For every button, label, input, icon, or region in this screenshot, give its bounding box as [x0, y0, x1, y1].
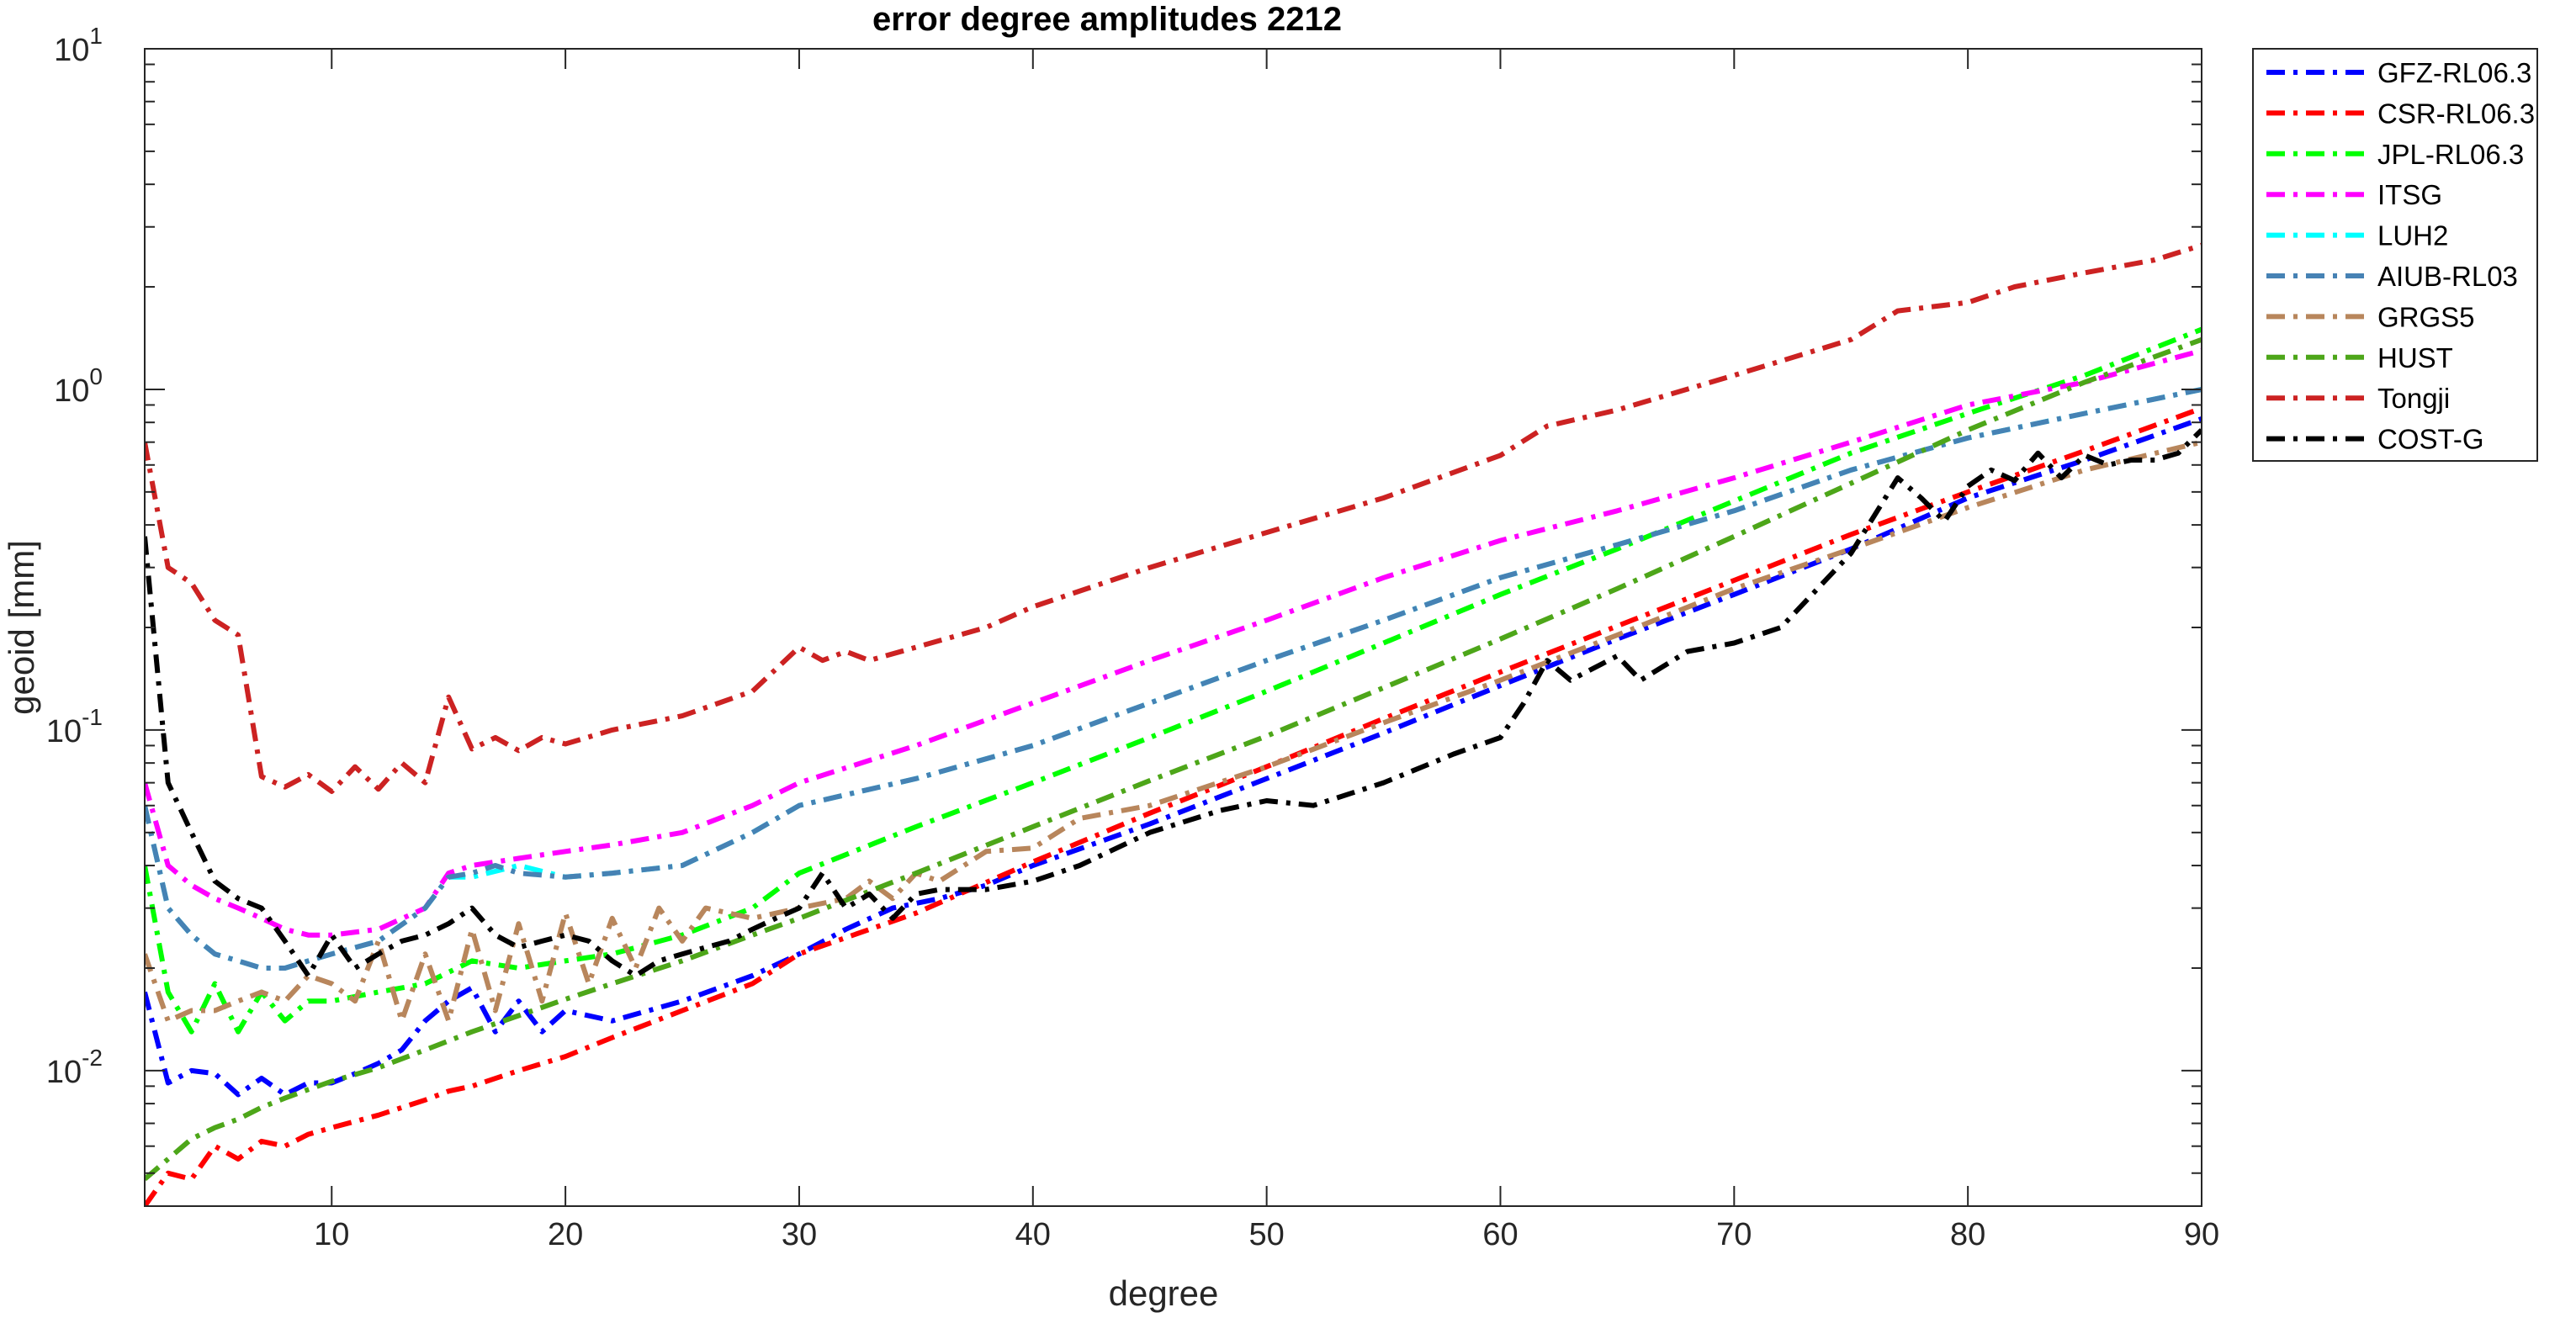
series-line-itsg: [145, 347, 2202, 938]
series-line-tongji: [145, 242, 2202, 794]
x-axis: 10 20 30 40 50 60 70 80 90: [314, 49, 2219, 1252]
series-line-csr-rl06-3: [145, 405, 2202, 1206]
series-line-gfz-rl06-3: [145, 416, 2202, 1098]
x-tick-label: 90: [2184, 1217, 2219, 1252]
y-tick-label: 10-1: [46, 704, 103, 749]
series-group: [145, 242, 2202, 1206]
series-line-cost-g: [145, 428, 2202, 978]
y-axis: 10-2 10-1 100 101: [46, 23, 2202, 1207]
series-line-grgs5: [145, 439, 2202, 1024]
x-tick-label: 10: [314, 1217, 349, 1252]
legend-label-grgs5: GRGS5: [2377, 301, 2475, 332]
legend-label-itsg: ITSG: [2377, 179, 2442, 210]
x-tick-label: 30: [782, 1217, 817, 1252]
x-tick-label: 70: [1716, 1217, 1752, 1252]
x-axis-title: degree: [1109, 1273, 1219, 1313]
x-tick-label: 50: [1248, 1217, 1284, 1252]
legend-label-hust: HUST: [2377, 342, 2453, 373]
series-line-jpl-rl06-3: [145, 326, 2202, 1035]
y-tick-label: 100: [54, 363, 103, 409]
legend-box: [2252, 48, 2538, 462]
legend-label-aiub-rl03: AIUB-RL03: [2377, 261, 2518, 292]
chart-title: error degree amplitudes 2212: [872, 1, 1342, 38]
y-tick-label: 10-2: [46, 1045, 103, 1090]
legend-label-cost-g: COST-G: [2377, 424, 2484, 455]
legend-label-csr-rl06-3: CSR-RL06.3: [2377, 98, 2535, 129]
x-tick-label: 40: [1015, 1217, 1051, 1252]
x-tick-label: 60: [1482, 1217, 1518, 1252]
x-tick-label: 80: [1950, 1217, 1985, 1252]
x-tick-label: 20: [548, 1217, 583, 1252]
legend-label-tongji: Tongji: [2377, 383, 2450, 414]
legend-label-luh2: LUH2: [2377, 220, 2448, 251]
y-axis-title: geoid [mm]: [2, 540, 41, 715]
y-tick-label: 101: [54, 23, 103, 68]
legend-label-jpl-rl06-3: JPL-RL06.3: [2377, 139, 2524, 170]
series-line-hust: [145, 336, 2202, 1182]
legend-label-gfz-rl06-3: GFZ-RL06.3: [2377, 57, 2531, 88]
legend: GFZ-RL06.3 CSR-RL06.3 JPL-RL06.3 ITSG LUH2 AI…: [2252, 48, 2538, 462]
